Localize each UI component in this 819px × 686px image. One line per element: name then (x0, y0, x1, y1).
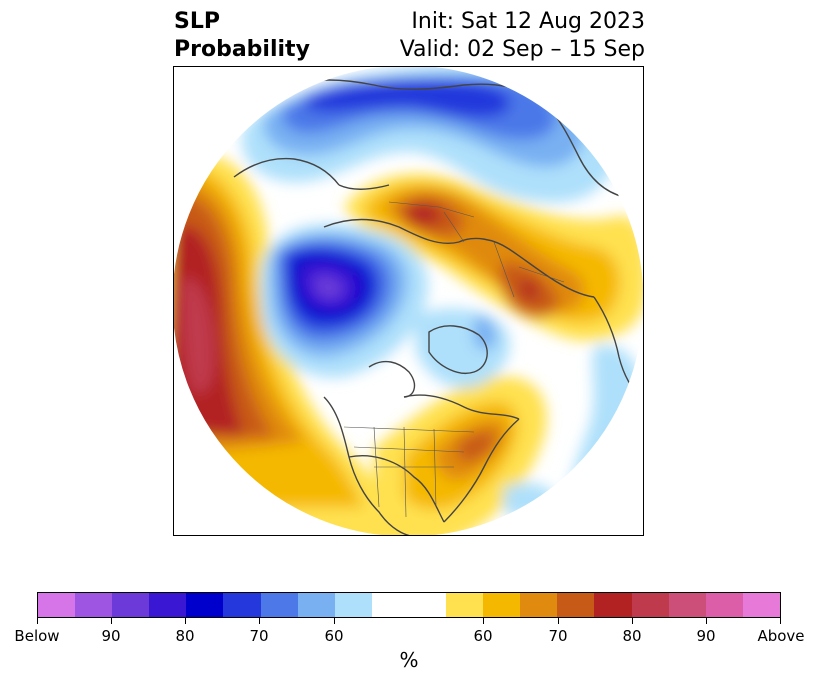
colorbar-swatch (446, 593, 484, 617)
colorbar-swatch (186, 593, 224, 617)
colorbar-tick (185, 618, 186, 624)
colorbar-tick-label: 70 (249, 627, 269, 645)
colorbar-tick-label: 80 (622, 627, 642, 645)
colorbar-unit-label: % (399, 648, 419, 672)
colorbar-tick-label: Below (14, 627, 60, 645)
valid-range: Valid: 02 Sep – 15 Sep (399, 37, 645, 62)
colorbar-swatch (149, 593, 187, 617)
hudson-below-90 (313, 275, 344, 300)
colorbar-swatch (75, 593, 113, 617)
colorbar-tick (706, 618, 707, 624)
colorbar-swatch (520, 593, 558, 617)
colorbar-swatch (371, 593, 409, 617)
colorbar-tick-label: 90 (101, 627, 121, 645)
colorbar-swatch (483, 593, 521, 617)
colorbar-swatch (594, 593, 632, 617)
borders (343, 201, 565, 518)
init-date: Init: Sat 12 Aug 2023 (411, 9, 645, 34)
forecast-dates: Init: Sat 12 Aug 2023 Valid: 02 Sep – 15… (400, 8, 645, 64)
arctic-below-75 (302, 78, 511, 118)
colorbar-tick (334, 618, 335, 624)
probability-colorbar (37, 592, 781, 618)
colorbar-swatch (223, 593, 261, 617)
colorbar-swatch (631, 593, 669, 617)
colorbar-swatch (742, 593, 780, 617)
title-variable: SLP (174, 9, 220, 34)
colorbar-tick-label: 70 (548, 627, 568, 645)
probability-field (174, 67, 643, 535)
colorbar-swatch (334, 593, 372, 617)
colorbar-tick (483, 618, 484, 624)
colorbar-tick-label: 90 (696, 627, 716, 645)
chart-title: SLP Probability (174, 8, 310, 64)
pacific-above-85 (182, 277, 214, 394)
polar-map-svg (174, 67, 643, 535)
colorbar-tick (780, 618, 781, 624)
colorbar-swatch (112, 593, 150, 617)
colorbar-swatch (557, 593, 595, 617)
colorbar-tick-label: 80 (175, 627, 195, 645)
colorbar-tick (632, 618, 633, 624)
siberia-above-80 (407, 203, 442, 225)
colorbar-tick-label: 60 (324, 627, 344, 645)
colorbar-tick-label: Above (757, 627, 805, 645)
title-type: Probability (174, 37, 310, 62)
probability-map (173, 66, 644, 536)
colorbar-swatch (297, 593, 335, 617)
colorbar-tick-label: 60 (473, 627, 493, 645)
colorbar-swatch (260, 593, 298, 617)
colorbar-swatch (668, 593, 706, 617)
colorbar-tick (558, 618, 559, 624)
atlantic-below-65 (474, 316, 497, 350)
europe-above-80 (520, 279, 539, 300)
colorbar-tick (37, 618, 38, 624)
colorbar-swatch (38, 593, 76, 617)
colorbar-swatch (408, 593, 447, 617)
colorbar-swatch (705, 593, 743, 617)
eastus-above-75 (457, 431, 496, 462)
colorbar-tick (111, 618, 112, 624)
colorbar-tick (259, 618, 260, 624)
